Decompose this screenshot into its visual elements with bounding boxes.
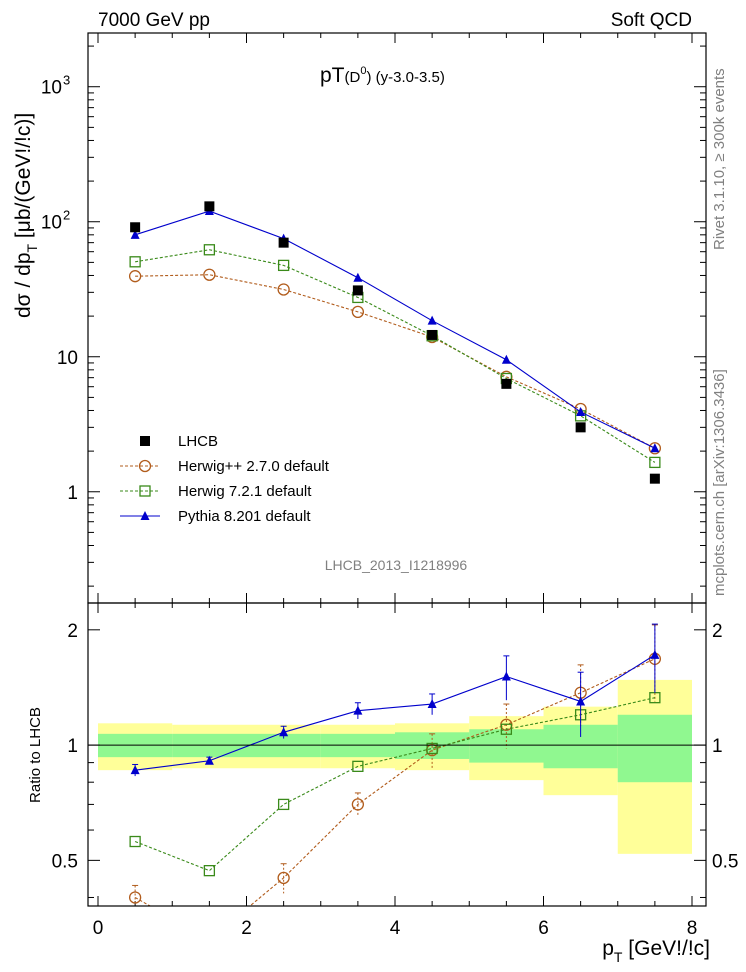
x-tick-label: 2 xyxy=(241,918,252,939)
y-tick-exponent: 2 xyxy=(63,208,70,223)
ratio-line xyxy=(135,654,656,771)
x-tick-label: 8 xyxy=(687,918,698,939)
ratio-tick-label-right: 0.5 xyxy=(712,851,738,872)
y-axis-label: dσ / dpT [μb/(GeV!/!c)] xyxy=(12,113,40,318)
data-point xyxy=(203,268,216,281)
xlabel-rest: [GeV!/!c] xyxy=(622,937,710,960)
ratio-point xyxy=(353,705,363,715)
title-rest: ) (y-3.0-3.5) xyxy=(366,69,444,86)
data-point xyxy=(648,442,662,455)
ratio-tick-label-right: 2 xyxy=(712,621,723,642)
y-tick-label: 10 xyxy=(41,78,62,99)
y-tick-label: 1 xyxy=(67,483,78,504)
ratio-tick-label-left: 1 xyxy=(67,736,78,757)
ylabel-main: dσ / dp xyxy=(12,252,35,318)
data-point xyxy=(650,443,660,453)
legend-marker xyxy=(140,436,150,446)
data-point xyxy=(277,259,290,272)
x-axis-label: pT [GeV!/!c] xyxy=(602,937,710,965)
legend-marker xyxy=(139,485,151,497)
ratio-tick-label-left: 0.5 xyxy=(52,851,78,872)
legend-label: Herwig 7.2.1 default xyxy=(178,483,312,500)
data-point xyxy=(576,406,586,416)
data-point xyxy=(130,229,140,239)
header-left: 7000 GeV pp xyxy=(98,10,210,31)
ratio-point xyxy=(129,835,141,848)
data-point xyxy=(130,222,141,233)
data-point xyxy=(129,256,141,268)
data-point xyxy=(278,237,289,248)
ratio-y-label: Ratio to LHCB xyxy=(27,707,44,803)
legend-marker xyxy=(138,459,152,473)
ratio-tick-label-left: 2 xyxy=(67,621,78,642)
data-point xyxy=(353,272,363,282)
legend-label: Herwig++ 2.7.0 default xyxy=(178,458,330,475)
legend-label: LHCB xyxy=(178,433,218,450)
x-tick-label: 0 xyxy=(93,918,104,939)
title-sup: 0 xyxy=(360,65,366,77)
data-point xyxy=(427,315,437,325)
ratio-point xyxy=(351,798,365,811)
series-line xyxy=(135,274,656,449)
rivet-label: Rivet 3.1.10, ≥ 300k events xyxy=(711,68,728,250)
ratio-point xyxy=(277,798,290,811)
ratio-point xyxy=(650,649,660,659)
title-main: pT xyxy=(320,64,345,87)
data-point xyxy=(501,354,511,364)
ylabel-rest: [μb/(GeV!/!c)] xyxy=(12,113,35,244)
y-tick-exponent: 3 xyxy=(63,73,70,88)
data-point xyxy=(649,473,660,484)
ratio-frame xyxy=(87,602,707,907)
ratio-point xyxy=(204,755,214,765)
ratio-tick-label-right: 1 xyxy=(712,736,723,757)
ratio-point xyxy=(204,934,215,945)
ratio-point xyxy=(128,891,142,904)
series-line xyxy=(135,249,656,463)
legend: LHCB Herwig++ 2.7.0 default Herwig 7.2.1 d… xyxy=(120,433,330,525)
data-point xyxy=(351,305,365,319)
xlabel-main: p xyxy=(602,937,614,960)
ratio-point xyxy=(352,760,364,772)
data-point xyxy=(427,329,438,340)
ratio-point xyxy=(203,865,216,877)
data-point xyxy=(352,285,363,296)
legend-marker xyxy=(140,511,150,520)
ratio-point xyxy=(277,871,290,885)
ratio-point xyxy=(426,742,438,755)
data-point xyxy=(204,201,215,212)
header-right: Soft QCD xyxy=(611,10,692,31)
x-tick-label: 4 xyxy=(390,918,401,939)
ratio-point xyxy=(130,765,140,775)
title-paren: (D xyxy=(345,69,361,86)
mcplots-label: mcplots.cern.ch [arXiv:1306.3436] xyxy=(711,369,728,596)
data-point xyxy=(575,422,586,433)
data-point xyxy=(203,244,216,256)
data-point xyxy=(501,378,512,389)
ratio-point xyxy=(576,696,586,706)
data-point xyxy=(277,283,290,296)
ratio-line xyxy=(134,658,656,906)
ratio-point xyxy=(427,699,437,709)
ratio-point xyxy=(501,671,511,681)
x-tick-label: 6 xyxy=(538,918,549,939)
analysis-label: LHCB_2013_I1218996 xyxy=(325,557,468,573)
ratio-band-green xyxy=(617,714,692,783)
ratio-point xyxy=(500,723,513,735)
xlabel-sub: T xyxy=(614,949,623,965)
ratio-point xyxy=(279,727,289,737)
y-tick-label: 10 xyxy=(57,348,78,369)
y-tick-label: 10 xyxy=(41,213,62,234)
ylabel-sub: T xyxy=(24,243,40,252)
ratio-line xyxy=(134,697,655,872)
chart-title: pT(D0) (y-3.0-3.5) xyxy=(320,64,445,87)
series-line xyxy=(134,210,656,449)
legend-label: Pythia 8.201 default xyxy=(178,508,311,525)
data-point xyxy=(128,270,142,283)
data-point xyxy=(649,456,661,469)
